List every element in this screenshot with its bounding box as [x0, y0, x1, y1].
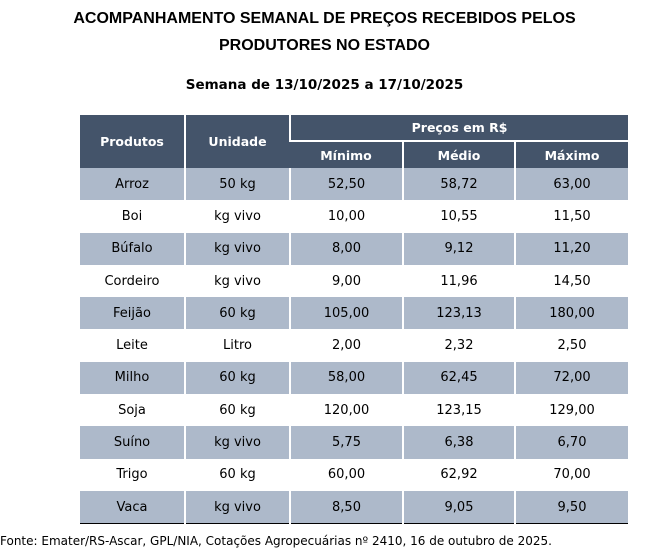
cell-min-price: 8,00 [289, 232, 403, 265]
cell-unit: 60 kg [184, 361, 290, 395]
table-row: Vaca kg vivo 8,50 9,05 9,50 [80, 490, 629, 525]
cell-max-price: 11,50 [513, 200, 629, 233]
header-prices: Preços em R$ [288, 115, 629, 141]
cell-avg-price: 58,72 [402, 168, 515, 201]
cell-unit: 60 kg [184, 297, 290, 330]
cell-unit: kg vivo [184, 426, 290, 459]
cell-max-price: 63,00 [513, 168, 629, 201]
cell-product: Feijão [80, 297, 185, 330]
cell-min-price: 10,00 [289, 200, 403, 233]
cell-avg-price: 62,92 [402, 458, 515, 491]
cell-min-price: 60,00 [289, 458, 403, 491]
cell-max-price: 180,00 [513, 297, 629, 330]
cell-max-price: 11,20 [513, 232, 629, 265]
header-min: Mínimo [290, 140, 403, 168]
cell-avg-price: 6,38 [402, 426, 515, 459]
table-row: Milho 60 kg 58,00 62,45 72,00 [80, 361, 629, 395]
table-row: Suíno kg vivo 5,75 6,38 6,70 [80, 426, 629, 459]
cell-avg-price: 62,45 [402, 361, 515, 395]
table-row: Soja 60 kg 120,00 123,15 129,00 [80, 394, 629, 427]
cell-max-price: 2,50 [513, 329, 629, 362]
title-line-1: ACOMPANHAMENTO SEMANAL DE PREÇOS RECEBID… [73, 10, 576, 27]
cell-min-price: 8,50 [289, 490, 403, 525]
cell-unit: kg vivo [184, 232, 290, 265]
title-line-2: PRODUTORES NO ESTADO [219, 37, 430, 54]
cell-product: Vaca [80, 490, 185, 525]
cell-avg-price: 123,13 [402, 297, 515, 330]
cell-max-price: 72,00 [513, 361, 629, 395]
table-row: Arroz 50 kg 52,50 58,72 63,00 [80, 168, 629, 201]
cell-max-price: 6,70 [513, 426, 629, 459]
cell-min-price: 105,00 [289, 297, 403, 330]
cell-avg-price: 9,05 [402, 490, 515, 525]
cell-min-price: 52,50 [289, 168, 403, 201]
cell-max-price: 70,00 [513, 458, 629, 491]
cell-product: Cordeiro [104, 273, 160, 289]
cell-min-price: 9,00 [289, 264, 403, 298]
cell-unit: 50 kg [184, 168, 290, 201]
cell-min-price: 2,00 [289, 329, 403, 362]
cell-unit: 60 kg [184, 458, 290, 491]
cell-avg-price: 10,55 [402, 200, 515, 233]
cell-min-price: 5,75 [289, 426, 403, 459]
table-row: Cordeiro kg vivo 9,00 11,96 14,50 [80, 264, 629, 298]
cell-unit: Litro [184, 329, 290, 362]
table-row: Leite Litro 2,00 2,32 2,50 [80, 329, 629, 362]
cell-min-price: 58,00 [289, 361, 403, 395]
cell-min-price: 120,00 [289, 394, 403, 427]
cell-product: Boi [121, 208, 143, 224]
header-unit: Unidade [184, 115, 290, 168]
header-avg: Médio [402, 140, 515, 168]
cell-max-price: 14,50 [513, 264, 629, 298]
prices-table: Produtos Unidade Preços em R$ Mínimo Méd… [80, 115, 629, 525]
cell-unit: kg vivo [184, 200, 290, 233]
cell-product: Soja [118, 402, 146, 418]
cell-product: Trigo [116, 467, 148, 483]
cell-avg-price: 11,96 [402, 264, 515, 298]
cell-product: Arroz [80, 168, 185, 201]
cell-max-price: 129,00 [513, 394, 629, 427]
cell-product: Búfalo [80, 232, 185, 265]
header-max: Máximo [513, 140, 629, 168]
cell-avg-price: 123,15 [402, 394, 515, 427]
cell-unit: kg vivo [184, 490, 290, 525]
cell-avg-price: 9,12 [402, 232, 515, 265]
table-row: Feijão 60 kg 105,00 123,13 180,00 [80, 297, 629, 330]
cell-max-price: 9,50 [513, 490, 629, 525]
cell-unit: 60 kg [184, 394, 290, 427]
cell-product: Suíno [80, 426, 185, 459]
cell-product: Milho [80, 361, 185, 395]
header-products: Produtos [80, 115, 185, 168]
source-note: Fonte: Emater/RS-Ascar, GPL/NIA, Cotaçõe… [0, 534, 552, 548]
table-row: Búfalo kg vivo 8,00 9,12 11,20 [80, 232, 629, 265]
table-row: Boi kg vivo 10,00 10,55 11,50 [80, 200, 629, 233]
table-row: Trigo 60 kg 60,00 62,92 70,00 [80, 458, 629, 491]
week-range: Semana de 13/10/2025 a 17/10/2025 [185, 77, 464, 93]
cell-avg-price: 2,32 [402, 329, 515, 362]
cell-product: Leite [116, 338, 148, 354]
cell-unit: kg vivo [184, 264, 290, 298]
